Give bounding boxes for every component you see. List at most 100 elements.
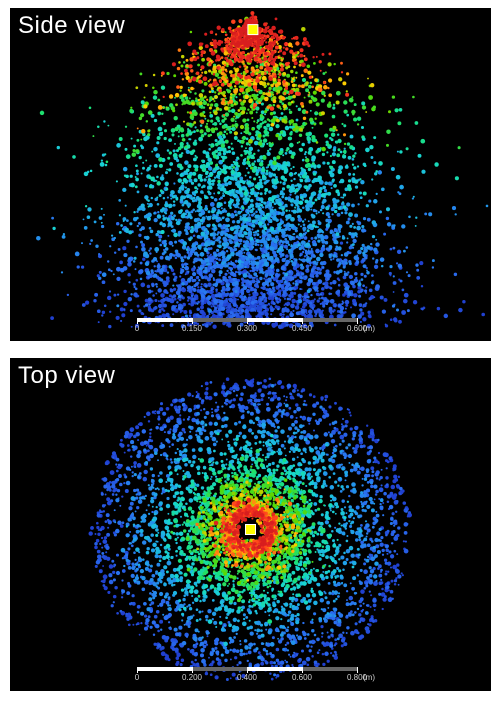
particle <box>208 85 210 87</box>
particle <box>160 244 163 247</box>
particle <box>175 257 178 260</box>
particle <box>175 249 179 253</box>
particle <box>337 224 341 228</box>
particle <box>130 175 133 178</box>
particle <box>268 72 271 75</box>
particle <box>128 297 132 301</box>
particle <box>187 296 189 298</box>
particle <box>217 171 222 176</box>
particle <box>235 213 238 216</box>
particle <box>228 267 231 270</box>
particle <box>275 83 279 87</box>
particle <box>224 279 228 283</box>
particle <box>183 255 186 258</box>
particle <box>353 166 356 169</box>
particle <box>224 51 229 56</box>
particle <box>357 123 359 125</box>
particle <box>217 26 221 30</box>
particle <box>309 302 312 305</box>
particle <box>208 69 211 72</box>
particle <box>289 253 293 257</box>
particle <box>218 258 221 261</box>
particle <box>242 51 246 55</box>
particle <box>299 288 301 290</box>
particle <box>123 290 126 293</box>
particle <box>296 189 299 192</box>
particle <box>259 302 262 305</box>
particle <box>333 104 335 106</box>
particle <box>271 123 275 127</box>
particle <box>243 245 245 247</box>
particle <box>338 170 342 174</box>
particle <box>191 226 194 229</box>
particle <box>289 111 292 114</box>
particle <box>352 243 355 246</box>
particle <box>197 183 200 186</box>
particle <box>281 195 284 198</box>
particle <box>203 150 207 154</box>
particle <box>210 289 212 291</box>
particle <box>219 274 221 276</box>
particle <box>319 60 322 63</box>
particle <box>242 261 244 263</box>
particle <box>207 103 210 106</box>
particle <box>316 56 318 58</box>
particle <box>301 272 304 275</box>
particle <box>349 98 354 103</box>
particle <box>246 161 250 165</box>
particle <box>143 104 147 108</box>
particle <box>189 97 191 99</box>
particle <box>234 112 238 116</box>
particle <box>282 309 286 313</box>
particle <box>223 114 225 116</box>
particle <box>61 271 63 273</box>
particle <box>321 205 325 209</box>
particle <box>173 153 178 158</box>
particle <box>194 168 198 172</box>
particle <box>360 247 363 250</box>
particle <box>244 261 248 265</box>
particle <box>162 217 166 221</box>
particle <box>292 95 296 99</box>
particle <box>300 167 302 169</box>
particle <box>190 69 193 72</box>
particle <box>264 261 269 266</box>
particle <box>209 100 211 102</box>
particle <box>172 313 174 315</box>
particle <box>259 66 263 70</box>
particle <box>191 298 194 301</box>
particle <box>196 72 200 76</box>
particle <box>204 71 207 74</box>
particle <box>193 265 195 267</box>
particle <box>103 214 105 216</box>
particle <box>376 193 378 195</box>
particle <box>147 285 151 289</box>
particle <box>219 280 222 283</box>
particle <box>286 185 290 189</box>
particle <box>289 123 291 125</box>
particle <box>139 72 142 75</box>
particle <box>370 83 374 87</box>
particle <box>224 64 227 67</box>
particle <box>259 277 262 280</box>
particle <box>330 155 332 157</box>
particle <box>257 282 259 284</box>
particle <box>242 284 244 286</box>
particle <box>199 206 203 210</box>
particle <box>284 298 286 300</box>
particle <box>258 141 262 145</box>
particle <box>340 197 342 199</box>
particle <box>314 236 317 239</box>
particle <box>327 277 330 280</box>
particle <box>287 96 291 100</box>
particle <box>342 201 344 203</box>
particle <box>242 55 245 58</box>
particle <box>140 241 143 244</box>
particle <box>160 278 163 281</box>
particle <box>357 314 362 319</box>
particle <box>246 138 249 141</box>
particle <box>292 56 295 59</box>
particle <box>267 150 269 152</box>
particle <box>141 247 146 252</box>
particle <box>191 131 193 133</box>
